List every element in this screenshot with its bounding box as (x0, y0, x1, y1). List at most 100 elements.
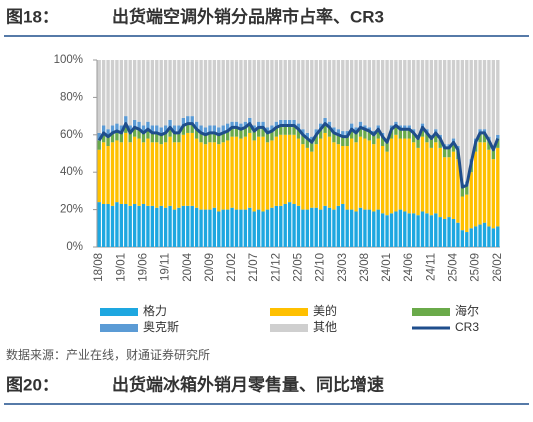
bar-segment (239, 123, 243, 130)
bar-segment (425, 60, 429, 130)
bar-segment (434, 213, 438, 247)
bar-segment (496, 226, 500, 247)
bar-segment (301, 60, 305, 130)
bar-segment (150, 205, 155, 247)
bar-segment (221, 60, 225, 126)
source: 数据来源：产业在线，财通证券研究所 (6, 347, 210, 362)
bar-segment (270, 140, 274, 208)
y-tick-label: 40% (60, 166, 83, 178)
bar-segment (425, 132, 429, 143)
bar-segment (376, 138, 380, 210)
legend-swatch (270, 324, 308, 332)
bar-segment (252, 131, 256, 141)
bar-segment (106, 60, 110, 130)
bar-segment (469, 228, 473, 247)
bar-segment (110, 60, 115, 126)
legend-label: 海尔 (455, 303, 479, 318)
bar-segment (168, 136, 172, 206)
bar-segment (394, 125, 398, 135)
bar-segment (296, 129, 301, 139)
bar-segment (296, 123, 301, 130)
bar-segment (199, 142, 203, 210)
bar-segment (420, 211, 425, 247)
bar-segment (496, 60, 500, 135)
bar-segment (141, 132, 146, 143)
bar-segment (128, 125, 132, 133)
bar-segment (411, 60, 416, 130)
bar-segment (354, 142, 358, 212)
bar-segment (248, 117, 252, 124)
bar-segment (261, 211, 265, 247)
bar-segment (451, 142, 456, 152)
bar-segment (194, 121, 199, 130)
bar-segment (491, 60, 496, 147)
bar-segment (438, 138, 442, 148)
bar-segment (403, 211, 407, 247)
bar-segment (261, 121, 265, 128)
bar-segment (212, 125, 217, 133)
bar-segment (394, 211, 398, 247)
bar-segment (287, 202, 292, 247)
bar-segment (442, 218, 447, 247)
bar-segment (208, 209, 212, 247)
bar-segment (372, 134, 376, 145)
bar-segment (318, 129, 323, 139)
bar-segment (314, 207, 318, 247)
bar-segment (434, 132, 438, 143)
bar-segment (469, 172, 473, 229)
bar-segment (349, 60, 354, 124)
bar-segment (146, 129, 150, 139)
bar-segment (186, 60, 190, 117)
bar-segment (478, 132, 482, 143)
bar-segment (363, 60, 367, 126)
bar-segment (314, 134, 318, 145)
bar-segment (363, 125, 367, 130)
bar-segment (345, 146, 349, 210)
bar-segment (341, 60, 345, 132)
bar-segment (305, 147, 310, 210)
bar-segment (159, 205, 163, 247)
bar-segment (172, 142, 177, 210)
bar-segment (367, 131, 372, 141)
bar-segment (283, 134, 287, 204)
x-tick-label: 21/07 (248, 253, 260, 282)
bar-segment (292, 119, 296, 126)
bar-segment (296, 60, 301, 124)
bar-segment (110, 142, 115, 206)
bar-segment (270, 131, 274, 141)
bar-segment (172, 125, 177, 133)
bar-segment (314, 60, 318, 130)
bar-segment (341, 203, 345, 247)
bar-segment (265, 132, 270, 143)
bar-segment (407, 138, 411, 214)
bar-segment (287, 119, 292, 126)
bar-segment (203, 127, 208, 135)
bar-segment (106, 203, 110, 247)
bar-segment (119, 142, 124, 204)
bar-segment (438, 147, 442, 218)
bar-segment (208, 132, 212, 143)
bar-segment (389, 213, 394, 247)
bar-segment (398, 209, 403, 247)
legend-label: 美的 (313, 303, 337, 318)
bar-segment (128, 142, 132, 206)
x-tick-label: 26/02 (492, 253, 504, 282)
bar-segment (217, 127, 221, 135)
bar-segment (496, 147, 500, 227)
bar-segment (482, 60, 487, 130)
bar-segment (225, 209, 230, 247)
bar-segment (234, 121, 239, 128)
bar-segment (274, 60, 279, 122)
bar-segment (265, 209, 270, 247)
bar-segment (252, 140, 256, 212)
bar-segment (305, 209, 310, 247)
bar-segment (394, 60, 398, 122)
bar-segment (491, 159, 496, 229)
bar-segment (239, 209, 243, 247)
bar-segment (403, 125, 407, 130)
bar-segment (327, 207, 332, 247)
bar-segment (261, 136, 265, 212)
bar-segment (225, 140, 230, 210)
bar-segment (398, 60, 403, 126)
bar-segment (248, 132, 252, 208)
